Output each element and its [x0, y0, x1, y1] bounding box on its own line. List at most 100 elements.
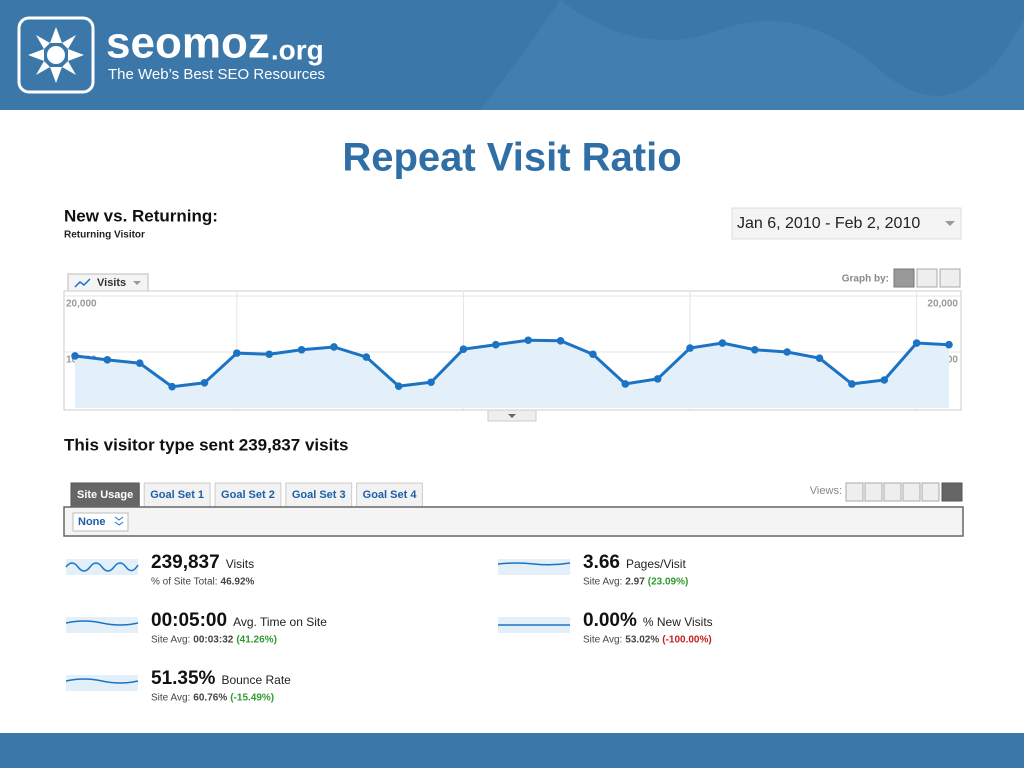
detail-value: 53.02% [625, 635, 659, 646]
metric-button-label: Visits [97, 277, 126, 289]
data-point [459, 345, 468, 354]
view-sparkline[interactable] [941, 482, 963, 502]
metrics: 239,837 Visits % of Site Total: 46.92% 00:05… [65, 552, 713, 704]
metric-label: Avg. Time on Site [233, 615, 327, 629]
view-buttons [845, 482, 963, 502]
graph-by-month[interactable] [939, 268, 961, 288]
dropdown-arrow [133, 281, 141, 285]
data-point [103, 356, 112, 364]
metric-value: 3.66 [583, 552, 620, 573]
tab[interactable] [143, 482, 211, 508]
data-point [265, 350, 274, 359]
date-range-picker[interactable] [731, 207, 962, 240]
data-point [233, 349, 241, 357]
tab-label: Goal Set 2 [221, 489, 275, 501]
sparkline [65, 678, 139, 684]
tagline: The Web’s Best SEO Resources [108, 66, 325, 83]
report-subtitle: Returning Visitor [64, 230, 145, 241]
data-point [71, 352, 79, 360]
views-label: Views: [810, 485, 842, 497]
logo-star [28, 27, 84, 83]
detail-change: (41.26%) [236, 635, 277, 646]
tabs: Site Usage Goal Set 1 Goal Set 2 Goal Set 3… [70, 482, 423, 508]
segment-label: None [78, 516, 106, 528]
data-point [653, 375, 662, 383]
logo-name: seomoz [106, 19, 270, 68]
data-point [297, 345, 306, 354]
data-point [168, 382, 176, 391]
detail-value: 00:03:32 [193, 635, 233, 646]
data-point [880, 376, 889, 384]
data-point [783, 348, 791, 356]
data-point [945, 340, 953, 349]
tab-label: Goal Set 3 [292, 489, 346, 501]
data-point [848, 380, 856, 388]
segment-bar [63, 506, 964, 537]
detail-change: (-15.49%) [230, 693, 274, 704]
view-pie[interactable] [864, 482, 883, 502]
y-tick-label: 20,000 [927, 299, 958, 310]
segment-select[interactable] [72, 512, 129, 532]
data-point [362, 353, 371, 361]
detail-change: (23.09%) [648, 577, 689, 588]
tab[interactable] [70, 482, 140, 508]
metric-value: 239,837 [151, 552, 220, 573]
dropdown-arrow [945, 221, 955, 226]
view-bar[interactable] [883, 482, 902, 502]
sparkline-area [498, 559, 570, 575]
data-point [556, 337, 565, 345]
date-range: Jan 6, 2010 - Feb 2, 2010 [737, 215, 920, 232]
view-pivot[interactable] [921, 482, 940, 502]
data-point [200, 379, 209, 387]
tab[interactable] [356, 482, 423, 508]
graph-by-label: Graph by: [842, 274, 889, 285]
tab-label: Site Usage [77, 489, 133, 501]
metric-value: 51.35% [151, 668, 216, 689]
data-point [912, 339, 921, 347]
detail-value: 2.97 [625, 577, 645, 588]
detail-change: (-100.00%) [662, 635, 711, 646]
metric-label: % New Visits [643, 615, 713, 629]
data-point [815, 354, 824, 362]
metric-value: 00:05:00 [151, 610, 227, 631]
sparkline [65, 562, 139, 572]
metric-label: Visits [226, 557, 254, 571]
tab-label: Goal Set 1 [150, 489, 204, 501]
view-comparison[interactable] [902, 482, 921, 502]
metric-label: Pages/Visit [626, 557, 686, 571]
view-table[interactable] [845, 482, 864, 502]
data-point [492, 340, 500, 349]
graph-by-day[interactable] [893, 268, 915, 288]
tab[interactable] [214, 482, 282, 508]
metric-value: 0.00% [583, 610, 637, 631]
series-line [74, 338, 950, 389]
slide-title: Repeat Visit Ratio [342, 136, 681, 180]
toggle-arrow [508, 414, 516, 418]
data-point [524, 336, 532, 345]
sparkline [65, 620, 139, 626]
data-point [589, 350, 597, 359]
sparkline [497, 562, 571, 566]
detail-value: 60.76% [193, 693, 227, 704]
detail-label: Site Avg: [583, 577, 622, 588]
report-title: New vs. Returning: [64, 206, 218, 225]
data-point [394, 382, 403, 390]
summary: This visitor type sent 239,837 visits [64, 435, 348, 454]
logo-frame [17, 16, 95, 94]
detail-label: Site Avg: [583, 635, 622, 646]
data-point [427, 378, 435, 387]
data-point [718, 339, 727, 347]
footer-band [0, 733, 1024, 768]
metric-label: Bounce Rate [221, 673, 291, 687]
data-point [330, 343, 338, 351]
detail-label: Site Avg: [151, 693, 190, 704]
graph-by-week[interactable] [916, 268, 938, 288]
detail-label: Site Avg: [151, 635, 190, 646]
data-point [621, 380, 630, 388]
segment-arrow [114, 516, 124, 526]
data-point [135, 359, 144, 368]
header-texture [480, 0, 1024, 110]
